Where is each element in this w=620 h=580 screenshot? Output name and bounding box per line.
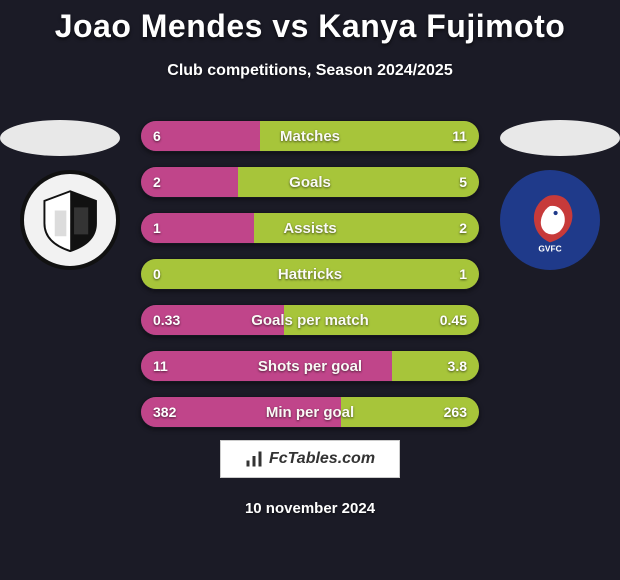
bar-left-fill: [141, 397, 341, 427]
page-title: Joao Mendes vs Kanya Fujimoto: [0, 8, 620, 45]
bar-left-fill: [141, 305, 284, 335]
bar-right-fill: [341, 397, 479, 427]
fctables-label: FcTables.com: [269, 450, 375, 468]
bar-right-fill: [392, 351, 479, 381]
club-logo-left: [20, 170, 120, 270]
bar-left-fill: [141, 121, 260, 151]
fctables-badge: FcTables.com: [220, 440, 400, 478]
stat-row: 25Goals: [140, 166, 480, 198]
subtitle: Club competitions, Season 2024/2025: [0, 62, 620, 80]
bar-right-fill: [141, 259, 479, 289]
bar-left-fill: [141, 167, 238, 197]
player1-name: Joao Mendes: [55, 8, 263, 44]
bar-right-fill: [284, 305, 479, 335]
bar-right-fill: [254, 213, 479, 243]
stat-row: 01Hattricks: [140, 258, 480, 290]
stat-row: 113.8Shots per goal: [140, 350, 480, 382]
player2-name: Kanya Fujimoto: [318, 8, 565, 44]
chart-icon: [245, 450, 263, 468]
svg-text:GVFC: GVFC: [538, 244, 561, 254]
stat-row: 611Matches: [140, 120, 480, 152]
date-label: 10 november 2024: [0, 500, 620, 517]
bar-left-fill: [141, 213, 254, 243]
vs-word: vs: [272, 8, 309, 44]
stat-row: 0.330.45Goals per match: [140, 304, 480, 336]
rooster-icon: GVFC: [515, 185, 585, 255]
stats-bars: 611Matches 25Goals 12Assists 01Hattricks 0.3…: [140, 120, 480, 428]
stat-row: 12Assists: [140, 212, 480, 244]
player1-ellipse: [0, 120, 120, 156]
club-logo-right: GVFC: [500, 170, 600, 270]
player2-ellipse: [500, 120, 620, 156]
stat-row: 382263Min per goal: [140, 396, 480, 428]
bar-right-fill: [238, 167, 479, 197]
bar-right-fill: [260, 121, 479, 151]
shield-icon: [38, 188, 102, 252]
bar-left-fill: [141, 351, 392, 381]
